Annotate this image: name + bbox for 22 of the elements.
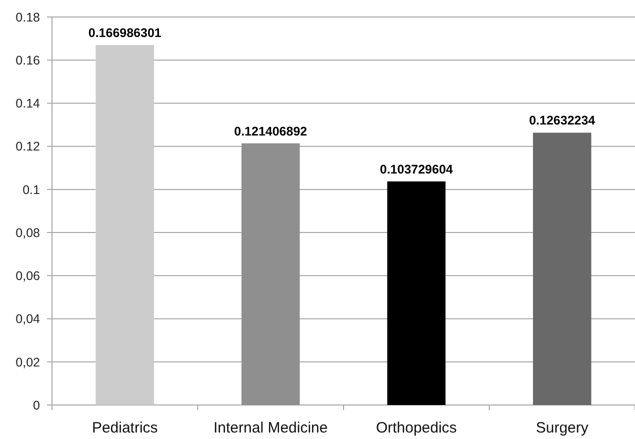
y-tick-label: 0,08 (16, 226, 40, 240)
x-tick-label: Pediatrics (92, 419, 158, 436)
bar (241, 143, 300, 405)
bar (96, 45, 154, 405)
y-tick-label: 0.14 (16, 96, 40, 111)
x-tick-label: Surgery (536, 419, 589, 436)
bar (532, 132, 592, 405)
data-label: 0.121406892 (234, 124, 308, 138)
data-label: 0.103729604 (380, 162, 453, 176)
data-label: 0.166986301 (88, 26, 162, 40)
bar (387, 181, 446, 405)
y-tick-label: 0 (33, 398, 40, 412)
y-tick-label: 0,06 (16, 269, 40, 284)
y-tick-label: 0,02 (16, 355, 40, 370)
y-tick-label: 0.12 (16, 140, 40, 154)
y-tick-label: 0.18 (16, 10, 40, 24)
y-tick-label: 0,04 (16, 312, 40, 326)
x-tick-label: Internal Medicine (214, 419, 328, 436)
x-tick-label: Orthopedics (376, 419, 457, 436)
y-tick-label: 0.1 (22, 182, 40, 197)
data-label: 0.12632234 (529, 114, 596, 128)
y-tick-label: 0.16 (16, 53, 40, 68)
